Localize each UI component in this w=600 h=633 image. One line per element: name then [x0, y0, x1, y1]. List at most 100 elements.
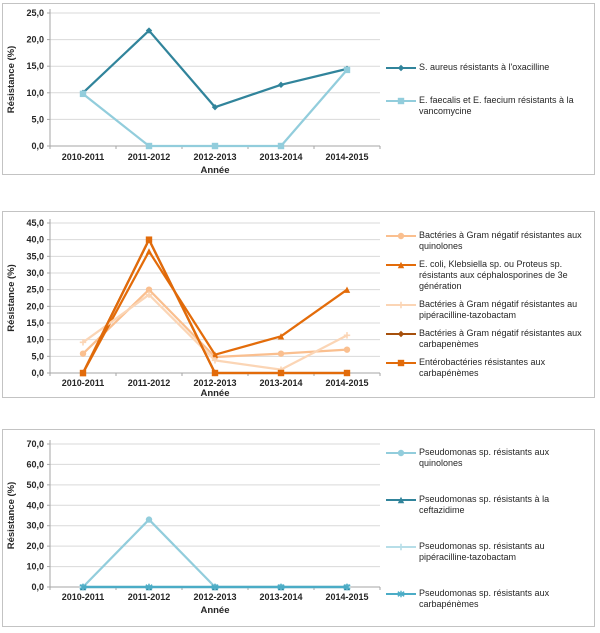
x-tick-label: 2014-2015	[325, 378, 368, 388]
legend: Pseudomonas sp. résistants aux quinolone…	[385, 430, 591, 626]
x-tick-label: 2011-2012	[128, 152, 171, 162]
marker-square	[277, 142, 285, 150]
y-tick-label: 20,0	[26, 541, 44, 551]
marker-triangle	[211, 351, 219, 358]
x-axis-title: Année	[200, 388, 229, 397]
x-tick-label: 2013-2014	[259, 378, 302, 388]
marker-circle	[145, 516, 153, 523]
x-tick-label: 2013-2014	[259, 592, 302, 602]
marker-square	[211, 369, 219, 377]
series-line-0	[82, 518, 347, 589]
y-tick-label: 15,0	[26, 318, 44, 328]
legend-key-plus-icon	[386, 301, 416, 309]
marker-circle	[397, 232, 405, 240]
legend-key-plus-icon	[386, 543, 416, 550]
marker-triangle	[145, 248, 153, 255]
legend-label: E. coli, Klebsiella sp. ou Proteus sp. r…	[419, 259, 568, 291]
marker-diamond	[277, 81, 285, 89]
x-axis-title: Année	[200, 165, 229, 174]
y-tick-label: 40,0	[26, 500, 44, 510]
legend-key-circle-icon	[386, 232, 416, 240]
legend-label: Pseudomonas sp. résistants au pipéracill…	[419, 540, 545, 562]
legend-item: Bactéries à Gram négatif résistantes au …	[385, 299, 591, 321]
plot-area: 0,0 5,0 10,0 15,0 20,0 25,0 30,0 35,0 40,0 45,0 20…	[6, 218, 381, 397]
y-tick-label: 40,0	[26, 235, 44, 245]
legend-item: E. coli, Klebsiella sp. ou Proteus sp. r…	[385, 259, 591, 292]
y-tick-label: 60,0	[26, 459, 44, 469]
y-tick-label: 0,0	[31, 582, 44, 592]
marker-circle	[79, 350, 87, 357]
marker-diamond	[397, 64, 405, 71]
marker-plus	[397, 301, 405, 309]
x-tick-label: 2013-2014	[259, 152, 302, 162]
legend-label: Bactéries à Gram négatif résistantes au …	[419, 299, 578, 320]
marker-triangle	[397, 496, 405, 503]
x-tick-label: 2011-2012	[128, 592, 171, 602]
legend-item: Pseudomonas sp. résistants aux quinolone…	[385, 447, 591, 469]
marker-triangle	[277, 333, 285, 340]
y-tick-label: 30,0	[26, 521, 44, 531]
marker-square	[343, 369, 351, 377]
legend-key-diamond-icon	[386, 64, 416, 71]
marker-diamond	[397, 330, 405, 338]
marker-triangle	[397, 261, 405, 269]
legend-label: Pseudomonas sp. résistants à la ceftazid…	[419, 493, 550, 515]
x-tick-label: 2010-2011	[62, 378, 105, 388]
legend-item: Entérobactéries résistantes aux carbapén…	[385, 357, 591, 379]
legend-key-circle-icon	[386, 449, 416, 456]
legend-label: Pseudomonas sp. résistants aux quinolone…	[419, 446, 550, 468]
y-tick-label: 0,0	[31, 368, 44, 378]
y-tick-label: 30,0	[26, 268, 44, 278]
marker-asterisk	[397, 590, 405, 597]
marker-square	[397, 359, 405, 367]
series-line-0	[82, 29, 348, 109]
marker-triangle	[343, 286, 351, 293]
y-tick-label: 20,0	[26, 301, 44, 311]
x-tick-label: 2011-2012	[128, 378, 171, 388]
legend-key-triangle-icon	[386, 496, 416, 503]
marker-asterisk	[79, 583, 87, 591]
y-tick-label: 5,0	[31, 114, 44, 124]
marker-diamond	[145, 27, 153, 34]
marker-square	[79, 369, 87, 377]
x-tick-label: 2012-2013	[193, 378, 236, 388]
y-tick-label: 70,0	[26, 439, 44, 449]
x-tick-label: 2012-2013	[193, 592, 236, 602]
legend-label: Pseudomonas sp. résistants aux carbapénè…	[419, 587, 550, 609]
marker-plus	[145, 291, 153, 298]
marker-asterisk	[145, 583, 153, 591]
marker-circle	[397, 449, 405, 456]
marker-square	[211, 142, 219, 150]
legend-key-asterisk-icon	[386, 590, 416, 597]
marker-square	[79, 90, 87, 98]
legend-item: S. aureus résistants à l'oxacilline	[385, 62, 591, 73]
x-tick-label: 2014-2015	[325, 592, 368, 602]
y-tick-label: 5,0	[31, 351, 44, 361]
y-axis-title: Résistance (%)	[6, 482, 17, 550]
y-tick-label: 15,0	[26, 61, 44, 71]
y-tick-label: 25,0	[26, 8, 44, 18]
y-tick-label: 10,0	[26, 335, 44, 345]
marker-plus	[211, 357, 219, 364]
y-tick-label: 10,0	[26, 562, 44, 572]
legend-item: Pseudomonas sp. résistants à la ceftazid…	[385, 494, 591, 516]
marker-asterisk	[211, 583, 219, 591]
marker-plus	[397, 543, 405, 550]
marker-circle	[145, 286, 153, 293]
y-tick-label: 35,0	[26, 251, 44, 261]
x-tick-label: 2010-2011	[62, 152, 105, 162]
plot-area: 0,0 10,0 20,0 30,0 40,0 50,0 60,0 70,0 2010-2011…	[6, 439, 381, 616]
legend-key-square-icon	[386, 359, 416, 367]
legend-label: Entérobactéries résistantes aux carbapén…	[419, 357, 546, 378]
chart-panel-staph-entero: 0,0 5,0 10,0 15,0 20,0 25,0 2010-2011 2011-2012…	[2, 3, 595, 175]
legend-key-square-icon	[386, 97, 416, 104]
marker-circle	[343, 346, 351, 353]
marker-square	[397, 97, 405, 104]
legend: S. aureus résistants à l'oxacilline E. fa…	[385, 4, 591, 174]
legend-label: E. faecalis et E. faecium résistants à l…	[419, 94, 574, 116]
x-tick-label: 2014-2015	[325, 152, 368, 162]
legend-label: Bactéries à Gram négatif résistantes aux…	[419, 230, 582, 251]
legend-item: Bactéries à Gram négatif résistantes aux…	[385, 328, 591, 350]
marker-square	[277, 369, 285, 377]
